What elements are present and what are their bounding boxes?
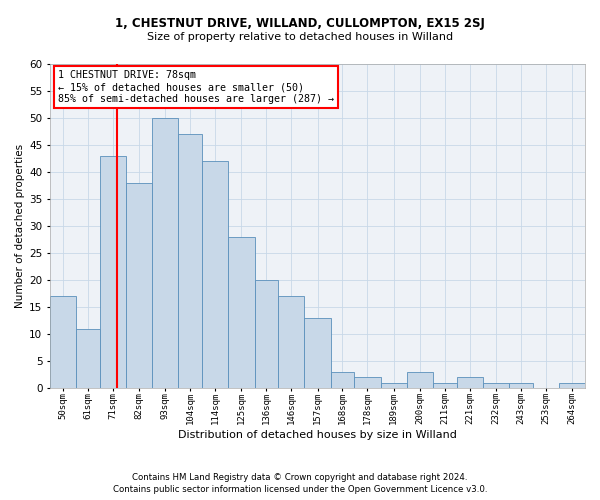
X-axis label: Distribution of detached houses by size in Willand: Distribution of detached houses by size …	[178, 430, 457, 440]
Bar	[355, 377, 380, 388]
Bar	[407, 372, 433, 388]
Bar	[126, 183, 152, 388]
Bar	[229, 237, 254, 388]
Bar	[483, 382, 509, 388]
Bar	[457, 377, 483, 388]
Bar	[178, 134, 202, 388]
Text: Size of property relative to detached houses in Willand: Size of property relative to detached ho…	[147, 32, 453, 42]
Bar	[152, 118, 178, 388]
Bar	[509, 382, 533, 388]
Bar	[331, 372, 355, 388]
Y-axis label: Number of detached properties: Number of detached properties	[15, 144, 25, 308]
Bar	[559, 382, 585, 388]
Text: Contains HM Land Registry data © Crown copyright and database right 2024.: Contains HM Land Registry data © Crown c…	[132, 472, 468, 482]
Bar	[76, 328, 100, 388]
Bar	[50, 296, 76, 388]
Bar	[433, 382, 457, 388]
Bar	[100, 156, 126, 388]
Text: 1, CHESTNUT DRIVE, WILLAND, CULLOMPTON, EX15 2SJ: 1, CHESTNUT DRIVE, WILLAND, CULLOMPTON, …	[115, 18, 485, 30]
Bar	[254, 280, 278, 388]
Bar	[380, 382, 407, 388]
Text: Contains public sector information licensed under the Open Government Licence v3: Contains public sector information licen…	[113, 485, 487, 494]
Bar	[278, 296, 304, 388]
Bar	[304, 318, 331, 388]
Text: 1 CHESTNUT DRIVE: 78sqm
← 15% of detached houses are smaller (50)
85% of semi-de: 1 CHESTNUT DRIVE: 78sqm ← 15% of detache…	[58, 70, 334, 104]
Bar	[202, 161, 229, 388]
